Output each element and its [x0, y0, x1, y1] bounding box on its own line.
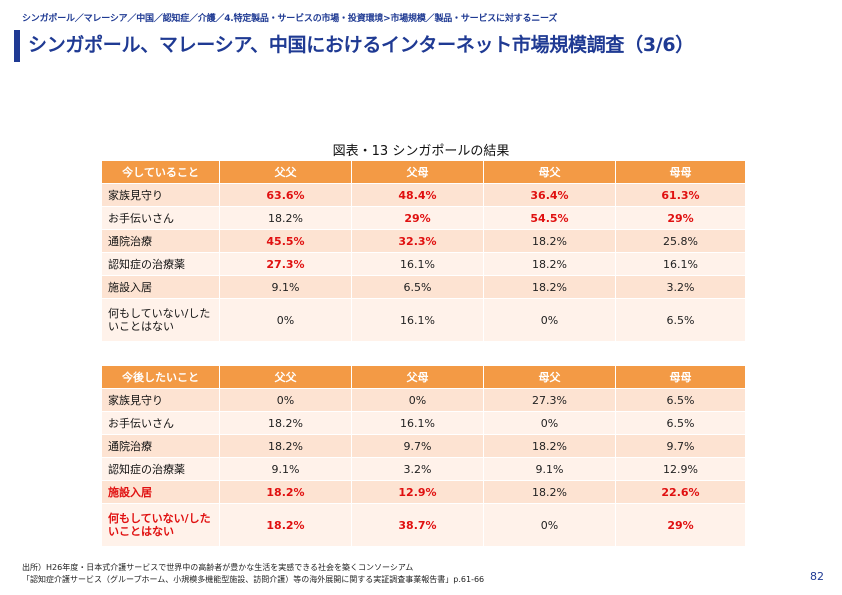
header-cell: 父父: [219, 160, 352, 184]
value-cell: 3.2%: [615, 275, 746, 299]
row-label: 家族見守り: [101, 388, 220, 412]
page-number: 82: [810, 570, 824, 583]
header-cell: 母父: [483, 160, 616, 184]
value-cell: 63.6%: [219, 183, 352, 207]
table-row: 何もしていない/したいことはない 0% 16.1% 0% 6.5%: [101, 298, 746, 342]
table-row: 通院治療 18.2% 9.7% 18.2% 9.7%: [101, 434, 746, 458]
row-label: 何もしていない/したいことはない: [101, 503, 220, 547]
current-actions-table: 今していること 父父 父母 母父 母母 家族見守り 63.6% 48.4% 36.4%…: [101, 160, 746, 342]
value-cell: 12.9%: [351, 480, 484, 504]
value-cell: 18.2%: [219, 503, 352, 547]
page-title: シンガポール、マレーシア、中国におけるインターネット市場規模調査（3/6）: [28, 34, 695, 56]
value-cell: 32.3%: [351, 229, 484, 253]
value-cell: 9.7%: [615, 434, 746, 458]
value-cell: 6.5%: [351, 275, 484, 299]
header-cell: 今後したいこと: [101, 365, 220, 389]
row-label: 何もしていない/したいことはない: [101, 298, 220, 342]
row-label: 施設入居: [101, 275, 220, 299]
breadcrumb: シンガポール／マレーシア／中国／認知症／介護／4.特定製品・サービスの市場・投資…: [22, 14, 558, 24]
value-cell: 6.5%: [615, 298, 746, 342]
value-cell: 18.2%: [483, 434, 616, 458]
value-cell: 45.5%: [219, 229, 352, 253]
value-cell: 12.9%: [615, 457, 746, 481]
value-cell: 0%: [351, 388, 484, 412]
value-cell: 0%: [219, 298, 352, 342]
header-cell: 母父: [483, 365, 616, 389]
value-cell: 18.2%: [483, 275, 616, 299]
row-label: お手伝いさん: [101, 206, 220, 230]
value-cell: 29%: [615, 503, 746, 547]
value-cell: 9.1%: [219, 457, 352, 481]
value-cell: 0%: [483, 503, 616, 547]
value-cell: 16.1%: [351, 252, 484, 276]
header-cell: 父母: [351, 365, 484, 389]
value-cell: 9.1%: [219, 275, 352, 299]
value-cell: 29%: [351, 206, 484, 230]
value-cell: 0%: [483, 298, 616, 342]
value-cell: 0%: [483, 411, 616, 435]
source-note: 出所）H26年度・日本式介護サービスで世界中の高齢者が豊かな生活を実感できる社会…: [22, 562, 484, 586]
table-row: 施設入居 9.1% 6.5% 18.2% 3.2%: [101, 275, 746, 299]
value-cell: 22.6%: [615, 480, 746, 504]
row-label: お手伝いさん: [101, 411, 220, 435]
source-line: 「認知症介護サービス（グループホーム、小規模多機能型施設、訪問介護）等の海外展開…: [22, 575, 485, 584]
header-cell: 父母: [351, 160, 484, 184]
value-cell: 18.2%: [483, 229, 616, 253]
value-cell: 0%: [219, 388, 352, 412]
value-cell: 29%: [615, 206, 746, 230]
value-cell: 25.8%: [615, 229, 746, 253]
table-row: 通院治療 45.5% 32.3% 18.2% 25.8%: [101, 229, 746, 253]
row-label: 家族見守り: [101, 183, 220, 207]
value-cell: 16.1%: [351, 411, 484, 435]
value-cell: 18.2%: [219, 480, 352, 504]
value-cell: 18.2%: [483, 252, 616, 276]
value-cell: 54.5%: [483, 206, 616, 230]
table-row: 施設入居 18.2% 12.9% 18.2% 22.6%: [101, 480, 746, 504]
future-wishes-table: 今後したいこと 父父 父母 母父 母母 家族見守り 0% 0% 27.3% 6.5% お手…: [101, 365, 746, 547]
title-accent-bar: [14, 30, 20, 62]
figure-caption: 図表・13 シンガポールの結果: [332, 144, 510, 159]
value-cell: 3.2%: [351, 457, 484, 481]
table-row: 何もしていない/したいことはない 18.2% 38.7% 0% 29%: [101, 503, 746, 547]
table-row: 家族見守り 63.6% 48.4% 36.4% 61.3%: [101, 183, 746, 207]
value-cell: 16.1%: [351, 298, 484, 342]
header-cell: 母母: [615, 365, 746, 389]
value-cell: 27.3%: [219, 252, 352, 276]
value-cell: 6.5%: [615, 411, 746, 435]
row-label: 施設入居: [101, 480, 220, 504]
row-label: 認知症の治療薬: [101, 252, 220, 276]
value-cell: 6.5%: [615, 388, 746, 412]
row-label: 通院治療: [101, 229, 220, 253]
table-header-row: 今していること 父父 父母 母父 母母: [101, 160, 746, 184]
table-header-row: 今後したいこと 父父 父母 母父 母母: [101, 365, 746, 389]
value-cell: 18.2%: [219, 206, 352, 230]
source-line: 出所）H26年度・日本式介護サービスで世界中の高齢者が豊かな生活を実感できる社会…: [22, 563, 414, 572]
value-cell: 36.4%: [483, 183, 616, 207]
value-cell: 27.3%: [483, 388, 616, 412]
table-row: 家族見守り 0% 0% 27.3% 6.5%: [101, 388, 746, 412]
value-cell: 9.1%: [483, 457, 616, 481]
value-cell: 16.1%: [615, 252, 746, 276]
value-cell: 48.4%: [351, 183, 484, 207]
header-cell: 今していること: [101, 160, 220, 184]
value-cell: 18.2%: [219, 411, 352, 435]
value-cell: 61.3%: [615, 183, 746, 207]
row-label: 認知症の治療薬: [101, 457, 220, 481]
value-cell: 38.7%: [351, 503, 484, 547]
value-cell: 18.2%: [219, 434, 352, 458]
table-row: 認知症の治療薬 9.1% 3.2% 9.1% 12.9%: [101, 457, 746, 481]
header-cell: 母母: [615, 160, 746, 184]
value-cell: 18.2%: [483, 480, 616, 504]
table-row: お手伝いさん 18.2% 29% 54.5% 29%: [101, 206, 746, 230]
header-cell: 父父: [219, 365, 352, 389]
table-row: 認知症の治療薬 27.3% 16.1% 18.2% 16.1%: [101, 252, 746, 276]
row-label: 通院治療: [101, 434, 220, 458]
table-row: お手伝いさん 18.2% 16.1% 0% 6.5%: [101, 411, 746, 435]
value-cell: 9.7%: [351, 434, 484, 458]
